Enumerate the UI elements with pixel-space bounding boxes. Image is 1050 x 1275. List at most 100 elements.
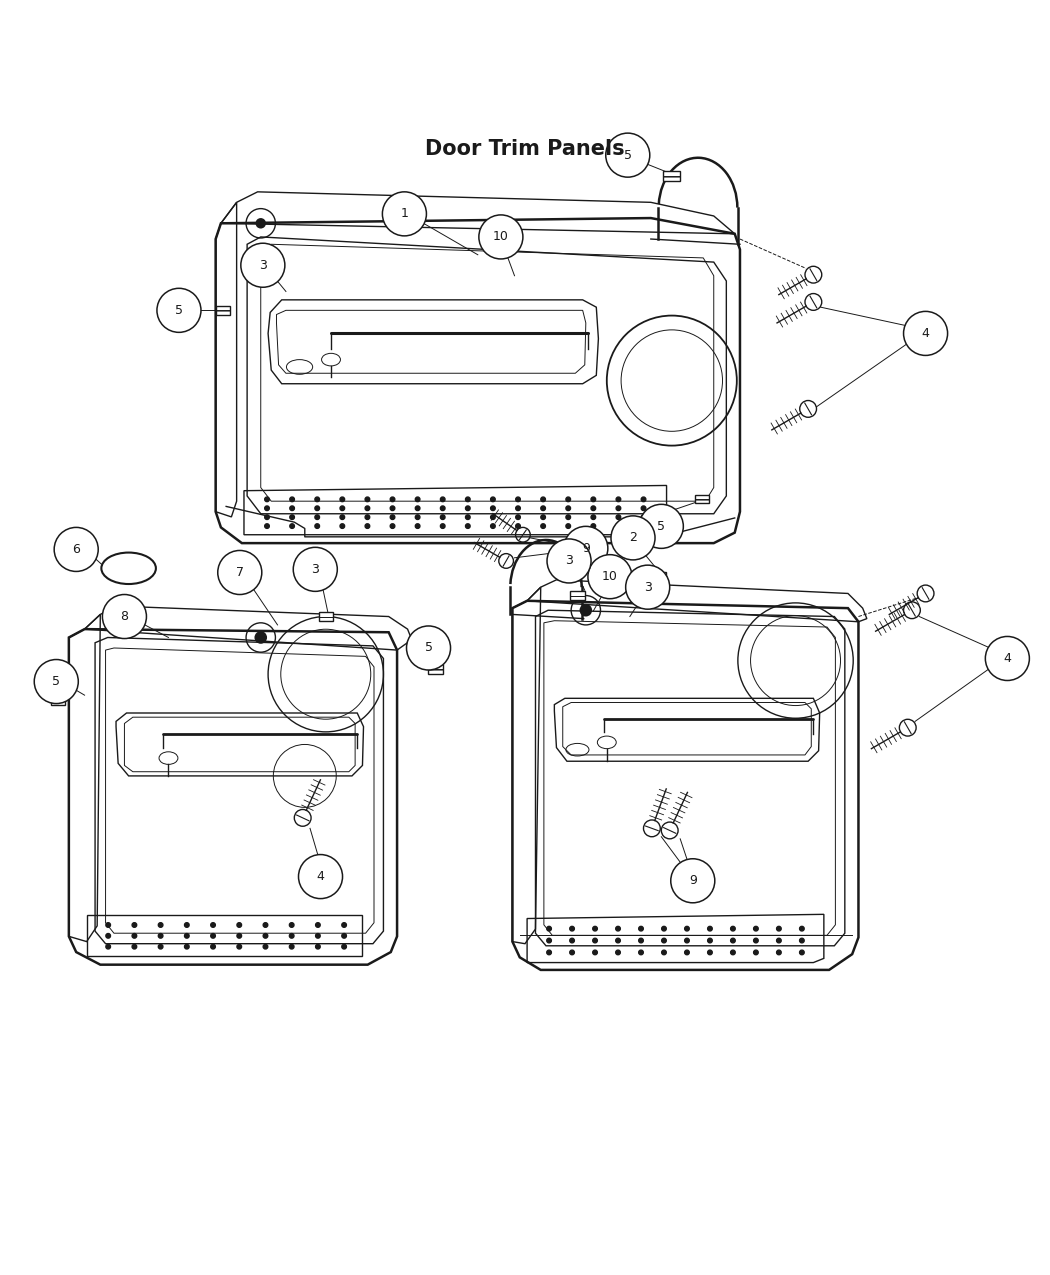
Circle shape	[265, 497, 269, 501]
Circle shape	[566, 524, 570, 528]
Circle shape	[416, 524, 420, 528]
Text: 3: 3	[644, 580, 652, 594]
Circle shape	[638, 938, 644, 942]
Text: 4: 4	[922, 326, 929, 340]
Circle shape	[754, 950, 758, 955]
Circle shape	[671, 859, 715, 903]
Circle shape	[731, 950, 735, 955]
Circle shape	[606, 133, 650, 177]
Circle shape	[440, 497, 445, 501]
Circle shape	[365, 515, 370, 519]
Circle shape	[342, 933, 346, 938]
Circle shape	[340, 515, 344, 519]
Text: 9: 9	[582, 542, 590, 555]
Circle shape	[315, 524, 319, 528]
Circle shape	[547, 938, 551, 942]
Circle shape	[588, 555, 632, 599]
Circle shape	[616, 506, 621, 510]
Circle shape	[685, 927, 689, 931]
Circle shape	[416, 515, 420, 519]
Circle shape	[465, 506, 470, 510]
FancyBboxPatch shape	[216, 306, 230, 315]
FancyBboxPatch shape	[652, 572, 667, 581]
Circle shape	[237, 933, 242, 938]
Circle shape	[290, 497, 294, 501]
Circle shape	[290, 923, 294, 927]
Circle shape	[265, 515, 269, 519]
Circle shape	[731, 938, 735, 942]
Circle shape	[547, 927, 551, 931]
Circle shape	[642, 497, 646, 501]
Circle shape	[638, 950, 644, 955]
Circle shape	[211, 923, 215, 927]
Circle shape	[316, 923, 320, 927]
Circle shape	[264, 933, 268, 938]
Circle shape	[316, 945, 320, 949]
Text: 3: 3	[312, 562, 319, 576]
Circle shape	[616, 524, 621, 528]
Circle shape	[290, 515, 294, 519]
Circle shape	[406, 626, 450, 669]
Text: 6: 6	[72, 543, 80, 556]
Circle shape	[642, 524, 646, 528]
Circle shape	[777, 938, 781, 942]
FancyBboxPatch shape	[428, 664, 443, 673]
Circle shape	[541, 497, 545, 501]
Circle shape	[754, 938, 758, 942]
Text: 4: 4	[317, 870, 324, 884]
Circle shape	[490, 515, 496, 519]
Circle shape	[541, 515, 545, 519]
Text: 3: 3	[259, 259, 267, 272]
Circle shape	[265, 524, 269, 528]
Circle shape	[342, 923, 346, 927]
Circle shape	[342, 945, 346, 949]
Circle shape	[159, 923, 163, 927]
Circle shape	[799, 950, 804, 955]
Circle shape	[985, 636, 1029, 681]
Circle shape	[580, 604, 592, 617]
Text: 3: 3	[565, 555, 573, 567]
Circle shape	[642, 506, 646, 510]
Circle shape	[638, 927, 644, 931]
Circle shape	[217, 551, 261, 594]
Circle shape	[315, 497, 319, 501]
Circle shape	[516, 524, 521, 528]
Circle shape	[591, 515, 595, 519]
FancyBboxPatch shape	[695, 495, 710, 504]
Circle shape	[731, 927, 735, 931]
Circle shape	[416, 497, 420, 501]
Circle shape	[615, 927, 621, 931]
Circle shape	[365, 506, 370, 510]
Circle shape	[316, 933, 320, 938]
Text: 5: 5	[657, 520, 666, 533]
Circle shape	[290, 506, 294, 510]
Circle shape	[547, 539, 591, 583]
Circle shape	[185, 945, 189, 949]
Circle shape	[566, 506, 570, 510]
Circle shape	[708, 950, 712, 955]
Circle shape	[391, 497, 395, 501]
Circle shape	[185, 933, 189, 938]
Circle shape	[541, 524, 545, 528]
Circle shape	[593, 927, 597, 931]
Circle shape	[516, 506, 521, 510]
Circle shape	[465, 524, 470, 528]
Circle shape	[591, 506, 595, 510]
Circle shape	[465, 497, 470, 501]
Circle shape	[132, 923, 137, 927]
Circle shape	[340, 506, 344, 510]
Circle shape	[156, 288, 201, 333]
Circle shape	[541, 506, 545, 510]
Circle shape	[799, 938, 804, 942]
Circle shape	[185, 923, 189, 927]
Circle shape	[159, 933, 163, 938]
Circle shape	[290, 524, 294, 528]
Circle shape	[570, 938, 574, 942]
Circle shape	[315, 515, 319, 519]
Circle shape	[591, 524, 595, 528]
Circle shape	[591, 497, 595, 501]
Text: 5: 5	[175, 303, 183, 316]
Circle shape	[566, 497, 570, 501]
Circle shape	[570, 927, 574, 931]
Text: 1: 1	[400, 208, 408, 221]
